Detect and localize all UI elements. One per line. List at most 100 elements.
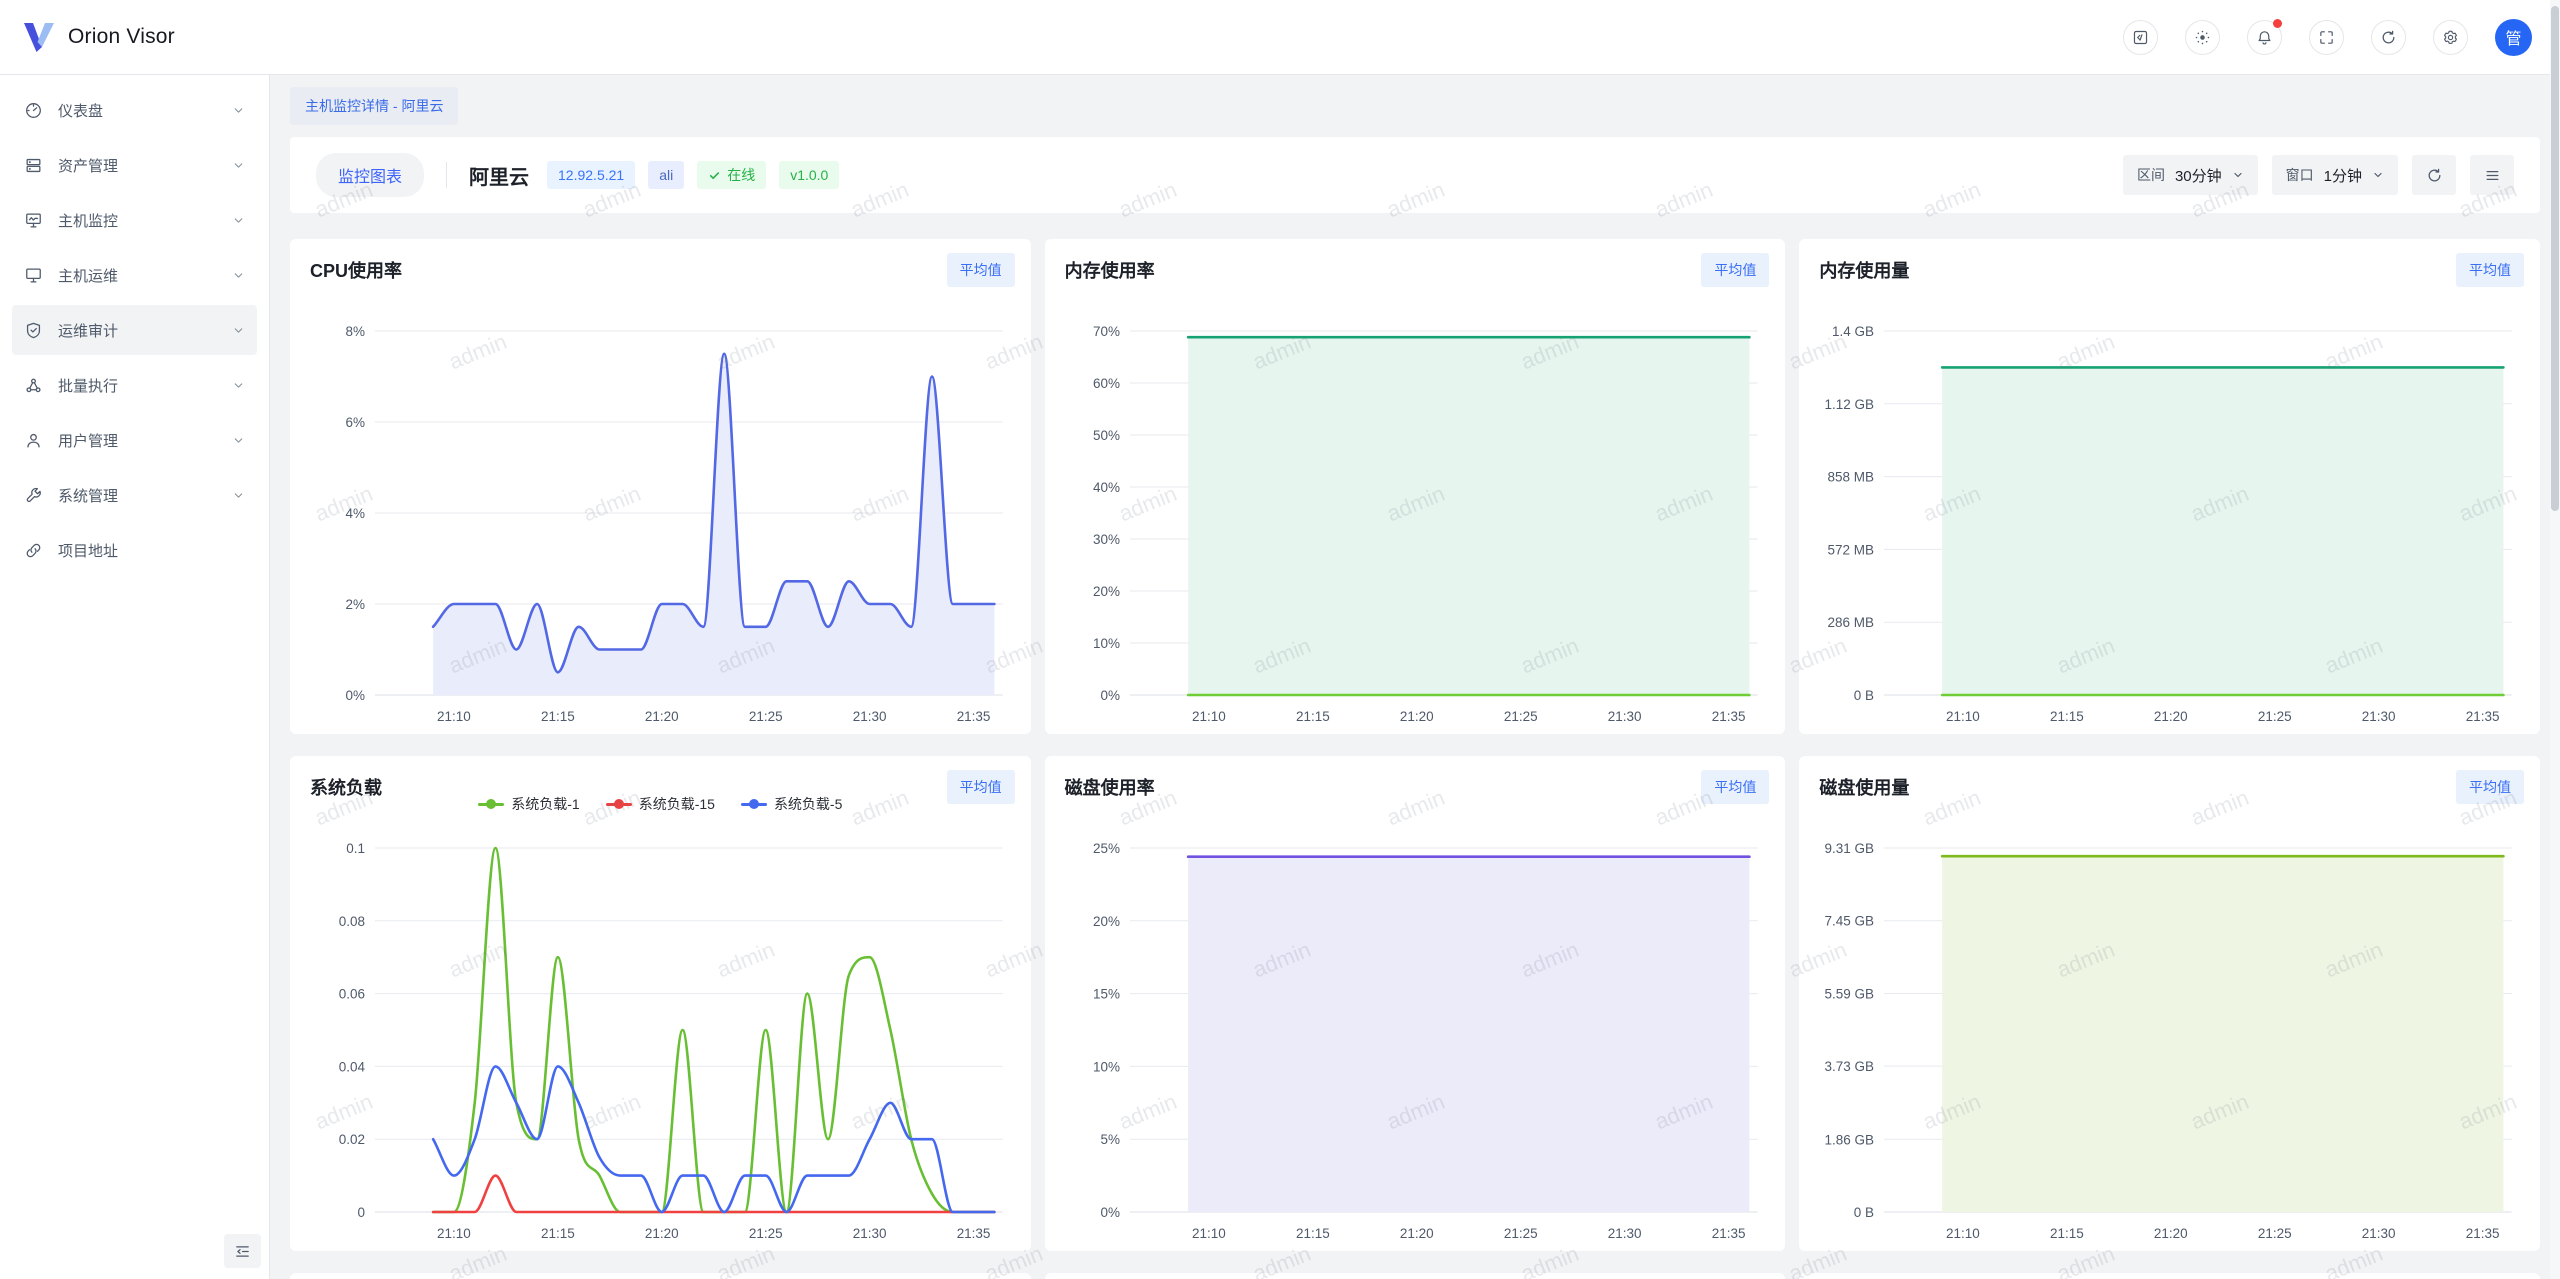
audit-shield-icon (26, 322, 41, 338)
orion-visor-logo-icon (24, 23, 54, 52)
sidebar-item-host-monitor[interactable]: 主机监控 (12, 195, 257, 245)
disk-percent-chart[interactable]: 0% 5% 10% 15% 20% 25% 21:10 21:15 21:20 21:25 21:3… (1045, 756, 1786, 1251)
range-select[interactable]: 区间 30分钟 (2122, 155, 2258, 195)
legend-marker (740, 802, 767, 806)
svg-text:21:15: 21:15 (2050, 709, 2084, 724)
svg-text:21:30: 21:30 (2362, 1226, 2396, 1241)
chart-legend: 系统负载-1 系统负载-15 系统负载-5 (290, 794, 1031, 814)
sidebar-item-user-mgmt[interactable]: 用户管理 (12, 415, 257, 465)
chart-title: 内存使用率 (1064, 261, 1155, 281)
svg-text:5.59 GB: 5.59 GB (1825, 986, 1874, 1001)
cpu-usage-chart[interactable]: 0% 2% 4% 6% 8% 21:10 21:15 21:20 21:25 21:30 21:35 (290, 239, 1031, 734)
svg-text:0.02: 0.02 (339, 1132, 365, 1147)
chevron-down-icon (234, 437, 243, 443)
sidebar-item-label: 主机监控 (58, 212, 119, 230)
sidebar-item-dashboard[interactable]: 仪表盘 (12, 85, 257, 135)
chevron-down-icon (2374, 172, 2382, 178)
code-square-icon[interactable] (2123, 19, 2158, 55)
refresh-icon (2428, 168, 2440, 181)
svg-text:21:20: 21:20 (645, 1226, 679, 1241)
chart-tab-button[interactable]: 监控图表 (316, 153, 425, 197)
memory-amount-chart[interactable]: 0 B 286 MB 572 MB 858 MB 1.12 GB 1.4 GB 21:10 2… (1799, 239, 2540, 734)
app-title: Orion Visor (68, 25, 175, 48)
refresh-charts-button[interactable] (2412, 155, 2456, 195)
sidebar-item-host-ops[interactable]: 主机运维 (12, 250, 257, 300)
host-status-chip: 在线 (697, 161, 767, 189)
svg-text:15%: 15% (1093, 987, 1120, 1002)
svg-text:21:10: 21:10 (1192, 709, 1226, 724)
chart-card-disk-percent: 磁盘使用率 平均值 0% 5% 10% 15% 20% 25% 21:10 21:15 21:2… (1044, 756, 1786, 1251)
svg-text:21:15: 21:15 (541, 709, 575, 724)
window-select[interactable]: 窗口 1分钟 (2271, 155, 2398, 195)
avg-badge[interactable]: 平均值 (2456, 770, 2524, 804)
sidebar-item-assets[interactable]: 资产管理 (12, 140, 257, 190)
sidebar-item-label: 仪表盘 (58, 102, 104, 120)
svg-text:21:25: 21:25 (1504, 709, 1538, 724)
chevron-down-icon (234, 272, 243, 278)
disk-amount-chart[interactable]: 0 B 1.86 GB 3.73 GB 5.59 GB 7.45 GB 9.31 GB 21… (1799, 756, 2540, 1251)
svg-text:21:35: 21:35 (957, 709, 991, 724)
svg-text:1.12 GB: 1.12 GB (1825, 397, 1874, 412)
chart-title: 磁盘使用量 (1819, 778, 1910, 798)
sidebar-item-label: 系统管理 (58, 487, 119, 505)
menu-fold-icon (236, 1245, 249, 1257)
breadcrumb-item[interactable]: 主机监控详情 - 阿里云 (290, 87, 459, 125)
system-load-chart[interactable]: 0 0.02 0.04 0.06 0.08 0.1 21:10 21:15 21:20 21:25… (290, 756, 1031, 1251)
svg-text:21:20: 21:20 (2154, 709, 2188, 724)
svg-text:21:25: 21:25 (1504, 1226, 1538, 1241)
svg-text:21:25: 21:25 (2258, 1226, 2292, 1241)
svg-text:8%: 8% (345, 324, 364, 339)
chevron-down-icon (234, 382, 243, 388)
range-select-value: 30分钟 (2174, 167, 2222, 185)
theme-icon[interactable] (2185, 19, 2220, 55)
gear-icon[interactable] (2433, 19, 2468, 55)
legend-label: 系统负载-5 (773, 796, 843, 812)
fullscreen-icon[interactable] (2309, 19, 2344, 55)
sidebar-item-ops-audit[interactable]: 运维审计 (12, 305, 257, 355)
legend-item[interactable]: 系统负载-1 (478, 794, 580, 814)
breadcrumb: 主机监控详情 - 阿里云 (270, 75, 2560, 137)
scrollbar-track (2550, 0, 2560, 1279)
host-ip-chip[interactable]: 12.92.5.21 (547, 161, 636, 189)
legend-item[interactable]: 系统负载-15 (605, 794, 715, 814)
svg-text:30%: 30% (1093, 532, 1120, 547)
user-avatar[interactable]: 管 (2495, 18, 2532, 56)
refresh-icon[interactable] (2371, 19, 2406, 55)
chart-card-cpu-usage: CPU使用率 平均值 0% 2% 4% 6% 8% 21:10 21:15 21:20 21:2… (290, 239, 1031, 734)
svg-text:21:35: 21:35 (2466, 709, 2500, 724)
svg-text:9.31 GB: 9.31 GB (1825, 841, 1874, 856)
svg-text:40%: 40% (1093, 480, 1120, 495)
avg-badge[interactable]: 平均值 (946, 770, 1015, 804)
scrollbar-thumb[interactable] (2551, 6, 2559, 511)
svg-text:21:30: 21:30 (1607, 1226, 1641, 1241)
chart-layout-button[interactable] (2470, 155, 2514, 195)
sidebar-item-project-link[interactable]: 项目地址 (12, 525, 257, 575)
sidebar-item-batch-exec[interactable]: 批量执行 (12, 360, 257, 410)
sidebar-collapse-button[interactable] (224, 1234, 261, 1268)
svg-text:0 B: 0 B (1854, 688, 1874, 703)
avg-badge[interactable]: 平均值 (946, 253, 1015, 287)
chart-card-memory-amount: 内存使用量 平均值 0 B 286 MB 572 MB 858 MB 1.12 GB 1.… (1799, 239, 2540, 734)
memory-percent-chart[interactable]: 0% 10% 20% 30% 40% 50% 60% 70% 21:10 21:15 21:20 21… (1045, 239, 1786, 734)
svg-text:20%: 20% (1093, 584, 1120, 599)
svg-text:0.1: 0.1 (346, 841, 365, 856)
svg-text:21:10: 21:10 (437, 1226, 471, 1241)
svg-text:7.45 GB: 7.45 GB (1825, 914, 1874, 929)
range-select-label: 区间 (2136, 167, 2165, 183)
avg-badge[interactable]: 平均值 (1701, 770, 1770, 804)
menu-icon (2486, 170, 2498, 180)
svg-text:20%: 20% (1093, 914, 1120, 929)
svg-text:21:35: 21:35 (957, 1226, 991, 1241)
svg-text:10%: 10% (1093, 636, 1120, 651)
avg-badge[interactable]: 平均值 (1701, 253, 1770, 287)
svg-text:25%: 25% (1093, 841, 1120, 856)
svg-text:21:20: 21:20 (645, 709, 679, 724)
chevron-down-icon (234, 217, 243, 223)
avg-badge[interactable]: 平均值 (2456, 253, 2524, 287)
batch-exec-icon (26, 378, 41, 392)
bell-icon[interactable] (2247, 18, 2282, 55)
legend-item[interactable]: 系统负载-5 (740, 794, 843, 814)
sidebar-item-label: 运维审计 (58, 322, 119, 340)
top-header: Orion Visor (0, 0, 2560, 75)
sidebar-item-system-mgmt[interactable]: 系统管理 (12, 470, 257, 520)
